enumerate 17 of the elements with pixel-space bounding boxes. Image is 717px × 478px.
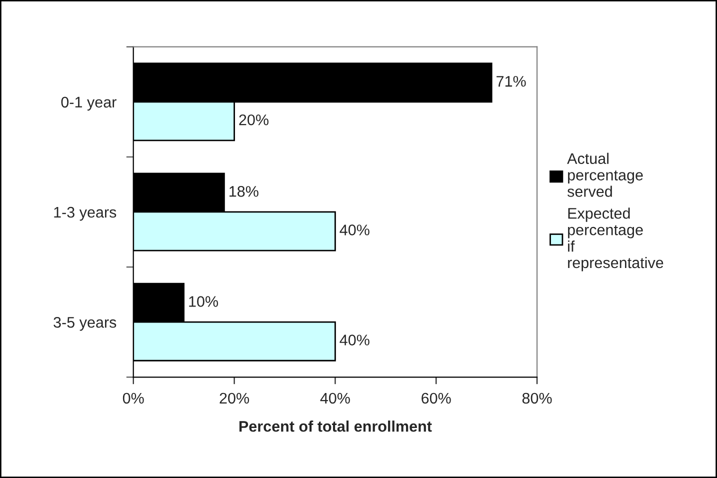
y-tick-label: 3-5 years — [54, 316, 116, 331]
data-label: 10% — [189, 296, 218, 307]
x-tick-label: 20% — [220, 392, 250, 404]
data-label: 40% — [340, 224, 370, 236]
legend-label: Actual percentage served — [567, 152, 643, 197]
data-label: 71% — [496, 76, 526, 87]
data-label: 40% — [340, 334, 370, 346]
y-tick-label: 0-1 year — [61, 96, 116, 111]
x-tick-label: 80% — [522, 392, 552, 404]
x-tick-label: 60% — [422, 392, 451, 404]
x-axis-title: Percent of total enrollment — [239, 420, 432, 432]
data-label: 20% — [239, 114, 268, 126]
x-tick-label: 40% — [320, 392, 350, 404]
x-tick-label: 0% — [122, 392, 144, 404]
legend-label: Expected percentage if representative — [568, 208, 664, 272]
data-label: 18% — [230, 186, 258, 197]
y-tick-label: 1-3 years — [54, 206, 116, 221]
